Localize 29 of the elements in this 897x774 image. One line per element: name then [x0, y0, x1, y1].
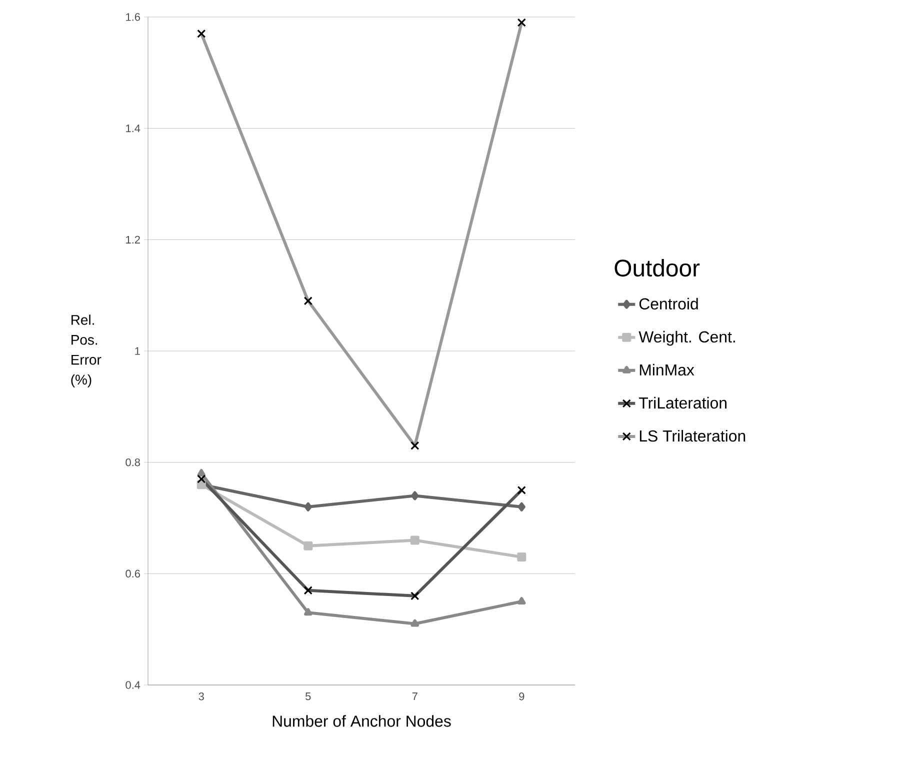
legend-label: TriLateration: [638, 396, 726, 409]
point: [518, 502, 526, 512]
x-tick-label: 5: [306, 692, 311, 700]
y-tick-label: 0.8: [126, 458, 140, 466]
x-axis-title: Number of Anchor Nodes: [272, 715, 451, 727]
point: [517, 552, 526, 562]
point: [304, 502, 312, 512]
point: [304, 608, 312, 616]
y-axis-title: Rel. Pos. Error (%): [71, 314, 102, 388]
legend-title: Outdoor: [614, 259, 700, 277]
point: [410, 619, 419, 627]
legend-label: LS Trilateration: [640, 430, 746, 442]
legend-label: Weight. Cent.: [638, 330, 735, 346]
point: [411, 491, 419, 500]
y-tick-label: 1.2: [126, 236, 140, 244]
point: [518, 596, 526, 604]
point: [197, 468, 206, 476]
x-tick-label: 9: [519, 692, 524, 700]
y-tick-label: 1.6: [126, 13, 140, 21]
y-tick-label: 0.6: [126, 570, 140, 578]
point: [304, 541, 313, 550]
x-tick-label: 3: [198, 692, 204, 700]
legend-label: Centroid: [639, 298, 698, 310]
legend-label: MinMax: [640, 364, 694, 376]
point: [410, 536, 420, 545]
y-tick-label: 0.4: [126, 681, 140, 689]
y-tick-label: 1: [135, 347, 140, 355]
y-tick-label: 1.4: [126, 124, 140, 132]
x-tick-label: 7: [412, 692, 418, 700]
